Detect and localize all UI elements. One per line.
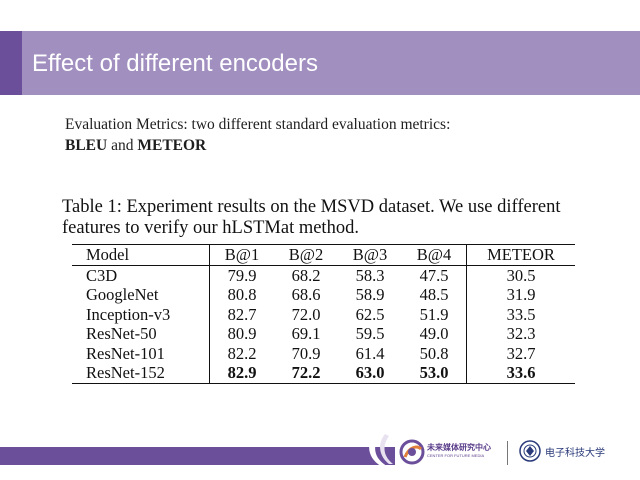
header-meteor: METEOR bbox=[466, 244, 575, 265]
cell-b4: 51.9 bbox=[419, 304, 449, 324]
cell-b1: 82.7 bbox=[209, 304, 274, 324]
cell-b3: 63.0 bbox=[355, 363, 385, 382]
cell-b1: 82.9 bbox=[209, 363, 274, 383]
header-b1: B@1 bbox=[209, 244, 274, 265]
cell-b2: 68.2 bbox=[291, 265, 321, 285]
table-row: C3D 79.9 68.2 58.3 47.5 30.5 bbox=[72, 265, 575, 285]
cell-b1: 82.2 bbox=[209, 343, 274, 363]
cell-meteor: 32.7 bbox=[466, 343, 575, 363]
cell-b2: 70.9 bbox=[291, 343, 321, 363]
cell-b3: 62.5 bbox=[355, 304, 385, 324]
cell-b2: 69.1 bbox=[291, 324, 321, 343]
footer-logos: 未来媒体研究中心 CENTER FOR FUTURE MEDIA 电子科技大学 bbox=[395, 433, 640, 473]
cell-b3: 58.3 bbox=[355, 265, 385, 285]
metrics-connector: and bbox=[111, 137, 134, 154]
table-row: ResNet-101 82.2 70.9 61.4 50.8 32.7 bbox=[72, 343, 575, 363]
table-caption: Table 1: Experiment results on the MSVD … bbox=[62, 197, 561, 238]
cell-b2: 72.0 bbox=[291, 304, 321, 324]
future-media-name-en: CENTER FOR FUTURE MEDIA bbox=[427, 453, 485, 458]
cell-meteor: 30.5 bbox=[466, 265, 575, 285]
metrics-paragraph: Evaluation Metrics: two different standa… bbox=[65, 114, 605, 156]
header-model: Model bbox=[86, 245, 130, 264]
cell-meteor: 33.6 bbox=[466, 363, 575, 383]
table-row-best: ResNet-152 82.9 72.2 63.0 53.0 33.6 bbox=[72, 363, 575, 383]
logo-divider bbox=[507, 441, 508, 465]
cell-model: ResNet-152 bbox=[86, 363, 165, 382]
cell-b4: 53.0 bbox=[419, 363, 449, 382]
metrics-intro: Evaluation Metrics: two different standa… bbox=[65, 116, 451, 133]
cell-b4: 48.5 bbox=[419, 285, 449, 304]
title-accent-stripe bbox=[0, 31, 22, 95]
cell-model: ResNet-50 bbox=[86, 324, 157, 343]
header-b2: B@2 bbox=[288, 245, 324, 264]
future-media-logo-icon bbox=[399, 439, 425, 465]
metric-meteor: METEOR bbox=[137, 137, 207, 154]
cell-b1: 80.9 bbox=[209, 324, 274, 344]
cell-b1: 80.8 bbox=[209, 285, 274, 305]
title-bar bbox=[0, 31, 640, 95]
future-media-logo-text: 未来媒体研究中心 CENTER FOR FUTURE MEDIA bbox=[427, 443, 497, 459]
metric-bleu: BLEU bbox=[65, 137, 108, 154]
table-row: Inception-v3 82.7 72.0 62.5 51.9 33.5 bbox=[72, 304, 575, 324]
cell-b4: 47.5 bbox=[419, 265, 449, 285]
cell-b4: 49.0 bbox=[419, 324, 449, 343]
cell-b3: 58.9 bbox=[355, 285, 385, 304]
cell-meteor: 31.9 bbox=[466, 285, 575, 305]
cell-model: ResNet-101 bbox=[86, 343, 165, 363]
cell-b2: 68.6 bbox=[291, 285, 321, 304]
cell-b1: 79.9 bbox=[209, 265, 274, 285]
slide-title: Effect of different encoders bbox=[32, 50, 318, 77]
cell-b3: 59.5 bbox=[355, 324, 385, 343]
cell-model: GoogleNet bbox=[86, 285, 159, 304]
cell-meteor: 33.5 bbox=[466, 304, 575, 324]
future-media-name-cn: 未来媒体研究中心 bbox=[427, 443, 491, 452]
uestc-name-text: 电子科技大学 bbox=[545, 448, 605, 459]
cell-model: C3D bbox=[86, 265, 118, 285]
cell-meteor: 32.3 bbox=[466, 324, 575, 344]
results-table: Model B@1 B@2 B@3 B@4 METEOR C3D 79.9 68… bbox=[72, 244, 575, 384]
cell-model: Inception-v3 bbox=[86, 304, 171, 324]
uestc-emblem-icon bbox=[519, 440, 541, 462]
cell-b4: 50.8 bbox=[419, 343, 449, 363]
cell-b3: 61.4 bbox=[355, 343, 385, 363]
table-row: ResNet-50 80.9 69.1 59.5 49.0 32.3 bbox=[72, 324, 575, 344]
header-b3: B@3 bbox=[352, 245, 388, 264]
cell-b2: 72.2 bbox=[291, 363, 321, 382]
header-b4: B@4 bbox=[416, 245, 452, 264]
table-row: GoogleNet 80.8 68.6 58.9 48.5 31.9 bbox=[72, 285, 575, 305]
swoosh-decoration bbox=[369, 430, 393, 466]
table-header-row: Model B@1 B@2 B@3 B@4 METEOR bbox=[72, 244, 575, 265]
